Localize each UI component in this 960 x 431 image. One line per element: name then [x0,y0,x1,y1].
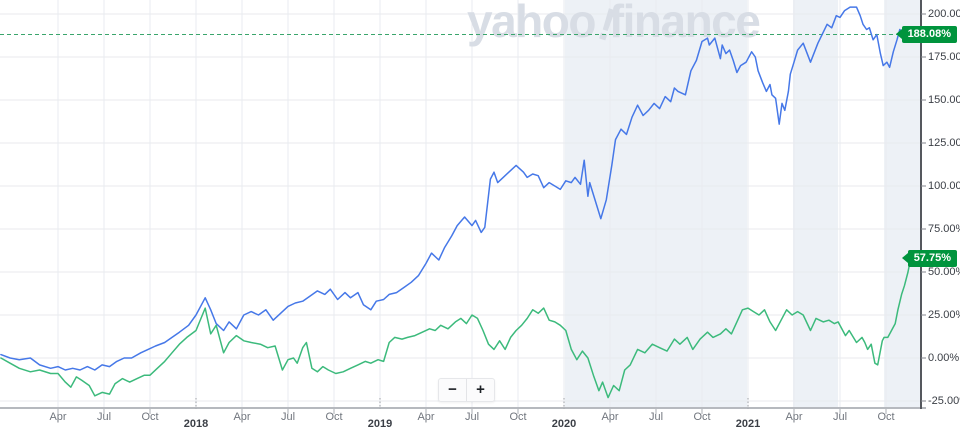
x-axis-month-label: Oct [141,411,159,423]
zoom-controls: − + [438,378,495,402]
x-axis-month-label: Jul [648,411,664,423]
line-series-1-blue [0,6,918,371]
x-axis-year-label: 2021 [735,418,761,430]
x-axis-month-label: Apr [417,411,435,423]
y-axis-label: 75.00% [928,222,960,235]
x-axis-month-label: Oct [325,411,343,423]
y-axis-label: 125.00% [928,136,960,149]
shaded-period-band [884,0,922,409]
y-axis-label: 150.00% [928,93,960,106]
x-axis-month-label: Jul [96,411,112,423]
x-axis-month-label: Jul [832,411,848,423]
badge-value: 188.08% [907,28,951,40]
y-axis-label: 0.00% [928,351,960,364]
y-axis-label: 100.00% [928,179,960,192]
y-axis-label: 25.00% [928,308,960,321]
line-series-2-green [0,252,918,399]
x-axis-month-label: Oct [509,411,527,423]
x-axis-month-label: Oct [877,411,895,423]
y-axis-label: 50.00% [928,265,960,278]
x-axis-year-label: 2019 [367,418,393,430]
x-axis-month-label: Apr [233,411,251,423]
x-axis-month-label: Apr [601,411,619,423]
y-axis-label: 200.00% [928,7,960,20]
x-axis-month-label: Oct [693,411,711,423]
x-axis-year-label: 2018 [183,418,209,430]
shaded-period-band [793,0,839,409]
x-axis-month-label: Apr [49,411,67,423]
x-axis-year-label: 2020 [551,418,577,430]
zoom-divider [466,379,467,401]
current-value-badge-series-1: 188.08% [895,26,957,43]
zoom-out-button[interactable]: − [439,379,466,401]
y-axis-label: 175.00% [928,50,960,63]
x-axis-month-label: Jul [280,411,296,423]
x-axis-month-label: Apr [785,411,803,423]
badge-value: 57.75% [913,252,951,265]
x-axis-month-label: Jul [464,411,480,423]
zoom-in-button[interactable]: + [467,379,494,401]
yahoo-finance-watermark: yahoo!finance [467,0,760,51]
y-axis-label: -25.00% [928,394,960,407]
current-value-badge-series-2: 57.75% [901,250,957,268]
